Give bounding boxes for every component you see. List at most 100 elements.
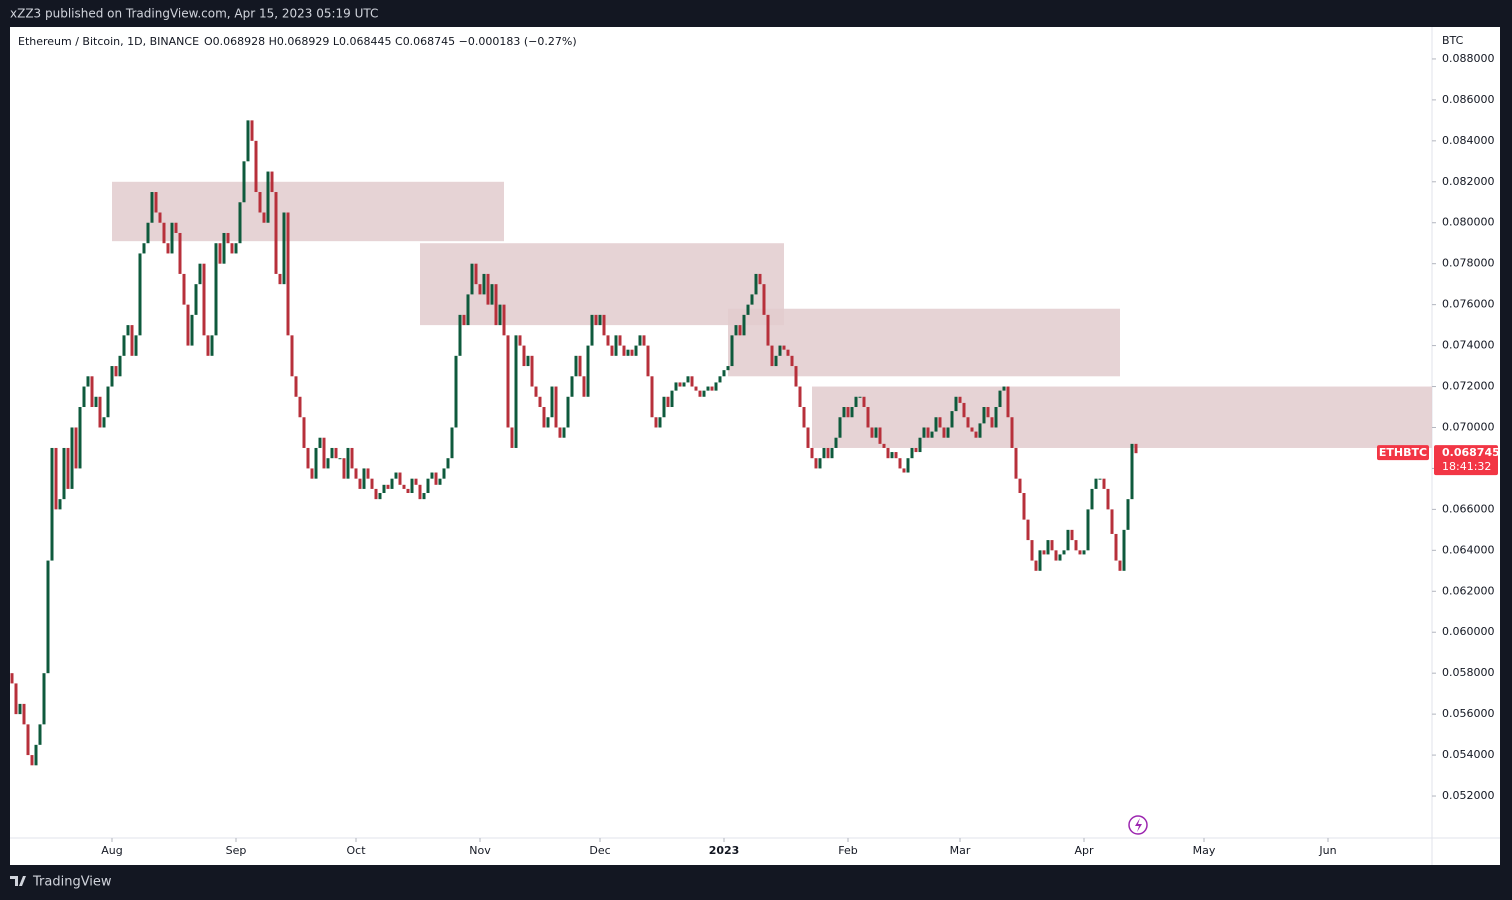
candle-body xyxy=(578,355,582,377)
candle-body xyxy=(642,335,646,346)
candle-body xyxy=(834,437,838,448)
candle-body xyxy=(1114,533,1118,561)
candle-body xyxy=(298,396,302,418)
candle-body xyxy=(334,447,338,459)
candle-body xyxy=(466,294,470,326)
candle-body xyxy=(634,345,638,356)
candle-body xyxy=(130,325,134,356)
candle-body xyxy=(478,284,482,295)
candle-body xyxy=(790,355,794,367)
candle-body xyxy=(794,366,798,387)
candle-body xyxy=(1118,560,1122,571)
candle-body xyxy=(618,335,622,346)
candle-body xyxy=(1002,386,1006,391)
candle-body xyxy=(138,253,142,336)
candle-body xyxy=(994,407,998,428)
candle-body xyxy=(318,437,322,448)
candle-body xyxy=(1074,540,1078,551)
candle-body xyxy=(1086,509,1090,551)
candle-body xyxy=(338,458,342,460)
candle-body xyxy=(682,382,686,387)
candle-body xyxy=(546,417,550,428)
candle-body xyxy=(1070,529,1074,541)
candle-body xyxy=(74,427,78,469)
candle-body xyxy=(602,314,606,336)
x-tick-label: Mar xyxy=(950,844,971,857)
candle-body xyxy=(806,427,810,448)
candle-body xyxy=(766,314,770,346)
candle-body xyxy=(694,386,698,391)
candle-body xyxy=(714,382,718,391)
candle-body xyxy=(514,335,518,448)
candle-body xyxy=(826,447,830,459)
candle-body xyxy=(346,447,350,479)
candle-body xyxy=(342,458,346,479)
candle-body xyxy=(1058,554,1062,561)
candle-body xyxy=(386,484,390,489)
candle-body xyxy=(914,447,918,453)
candle-body xyxy=(1126,499,1130,530)
candle-body xyxy=(266,171,270,223)
candle-body xyxy=(458,314,462,356)
candle-body xyxy=(170,222,174,254)
candle-body xyxy=(34,744,38,766)
candle-body xyxy=(42,673,46,725)
candle-body xyxy=(1134,443,1138,454)
candle-body xyxy=(502,304,506,336)
candle-body xyxy=(150,192,154,223)
candle-body xyxy=(738,325,742,336)
candle-body xyxy=(614,335,618,356)
candle-body xyxy=(898,458,902,469)
candle-body xyxy=(1082,550,1086,555)
candle-body xyxy=(1098,478,1102,480)
candle-body xyxy=(326,458,330,469)
candle-body xyxy=(1094,478,1098,489)
candle-body xyxy=(214,243,218,336)
candle-body xyxy=(874,427,878,438)
candle-body xyxy=(302,417,306,448)
candle-body xyxy=(10,673,14,684)
candle-body xyxy=(94,396,98,408)
candle-body xyxy=(562,427,566,438)
candle-body xyxy=(758,273,762,285)
candle-body xyxy=(1038,550,1042,571)
candle-body xyxy=(946,427,950,438)
candle-body xyxy=(542,407,546,428)
symbol-tag xyxy=(1377,445,1429,461)
candle-body xyxy=(22,703,26,725)
candle-body xyxy=(470,263,474,295)
candle-body xyxy=(610,345,614,356)
candle-body xyxy=(418,484,422,500)
candle-body xyxy=(942,427,946,438)
candle-body xyxy=(54,447,58,510)
candle-body xyxy=(762,284,766,315)
candle-body xyxy=(662,396,666,418)
candle-body xyxy=(510,427,514,448)
x-tick-label: Nov xyxy=(469,844,491,857)
y-tick-label: 0.082000 xyxy=(1442,175,1495,188)
candle-body xyxy=(594,314,598,326)
y-tick-label: 0.080000 xyxy=(1442,216,1495,229)
candle-body xyxy=(558,427,562,438)
candle-body xyxy=(446,458,450,469)
candle-body xyxy=(258,192,262,213)
candle-body xyxy=(490,284,494,305)
y-tick-label: 0.074000 xyxy=(1442,339,1495,352)
candle-body xyxy=(250,120,254,141)
candle-body xyxy=(778,345,782,356)
candle-body xyxy=(438,478,442,485)
candle-body xyxy=(330,447,334,459)
symbol-label: ETHBTC xyxy=(1379,446,1427,459)
candle-body xyxy=(686,376,690,383)
candle-body xyxy=(750,294,754,305)
candle-body xyxy=(30,755,34,766)
candle-body xyxy=(566,396,570,428)
candle-body xyxy=(414,478,418,485)
candle-body xyxy=(1022,493,1026,520)
candle-body xyxy=(530,355,534,387)
candle-body xyxy=(518,335,522,346)
candle-body xyxy=(822,447,826,459)
x-tick-label: Feb xyxy=(838,844,857,857)
candle-body xyxy=(378,493,382,500)
footer-brand: TradingView xyxy=(32,875,112,890)
